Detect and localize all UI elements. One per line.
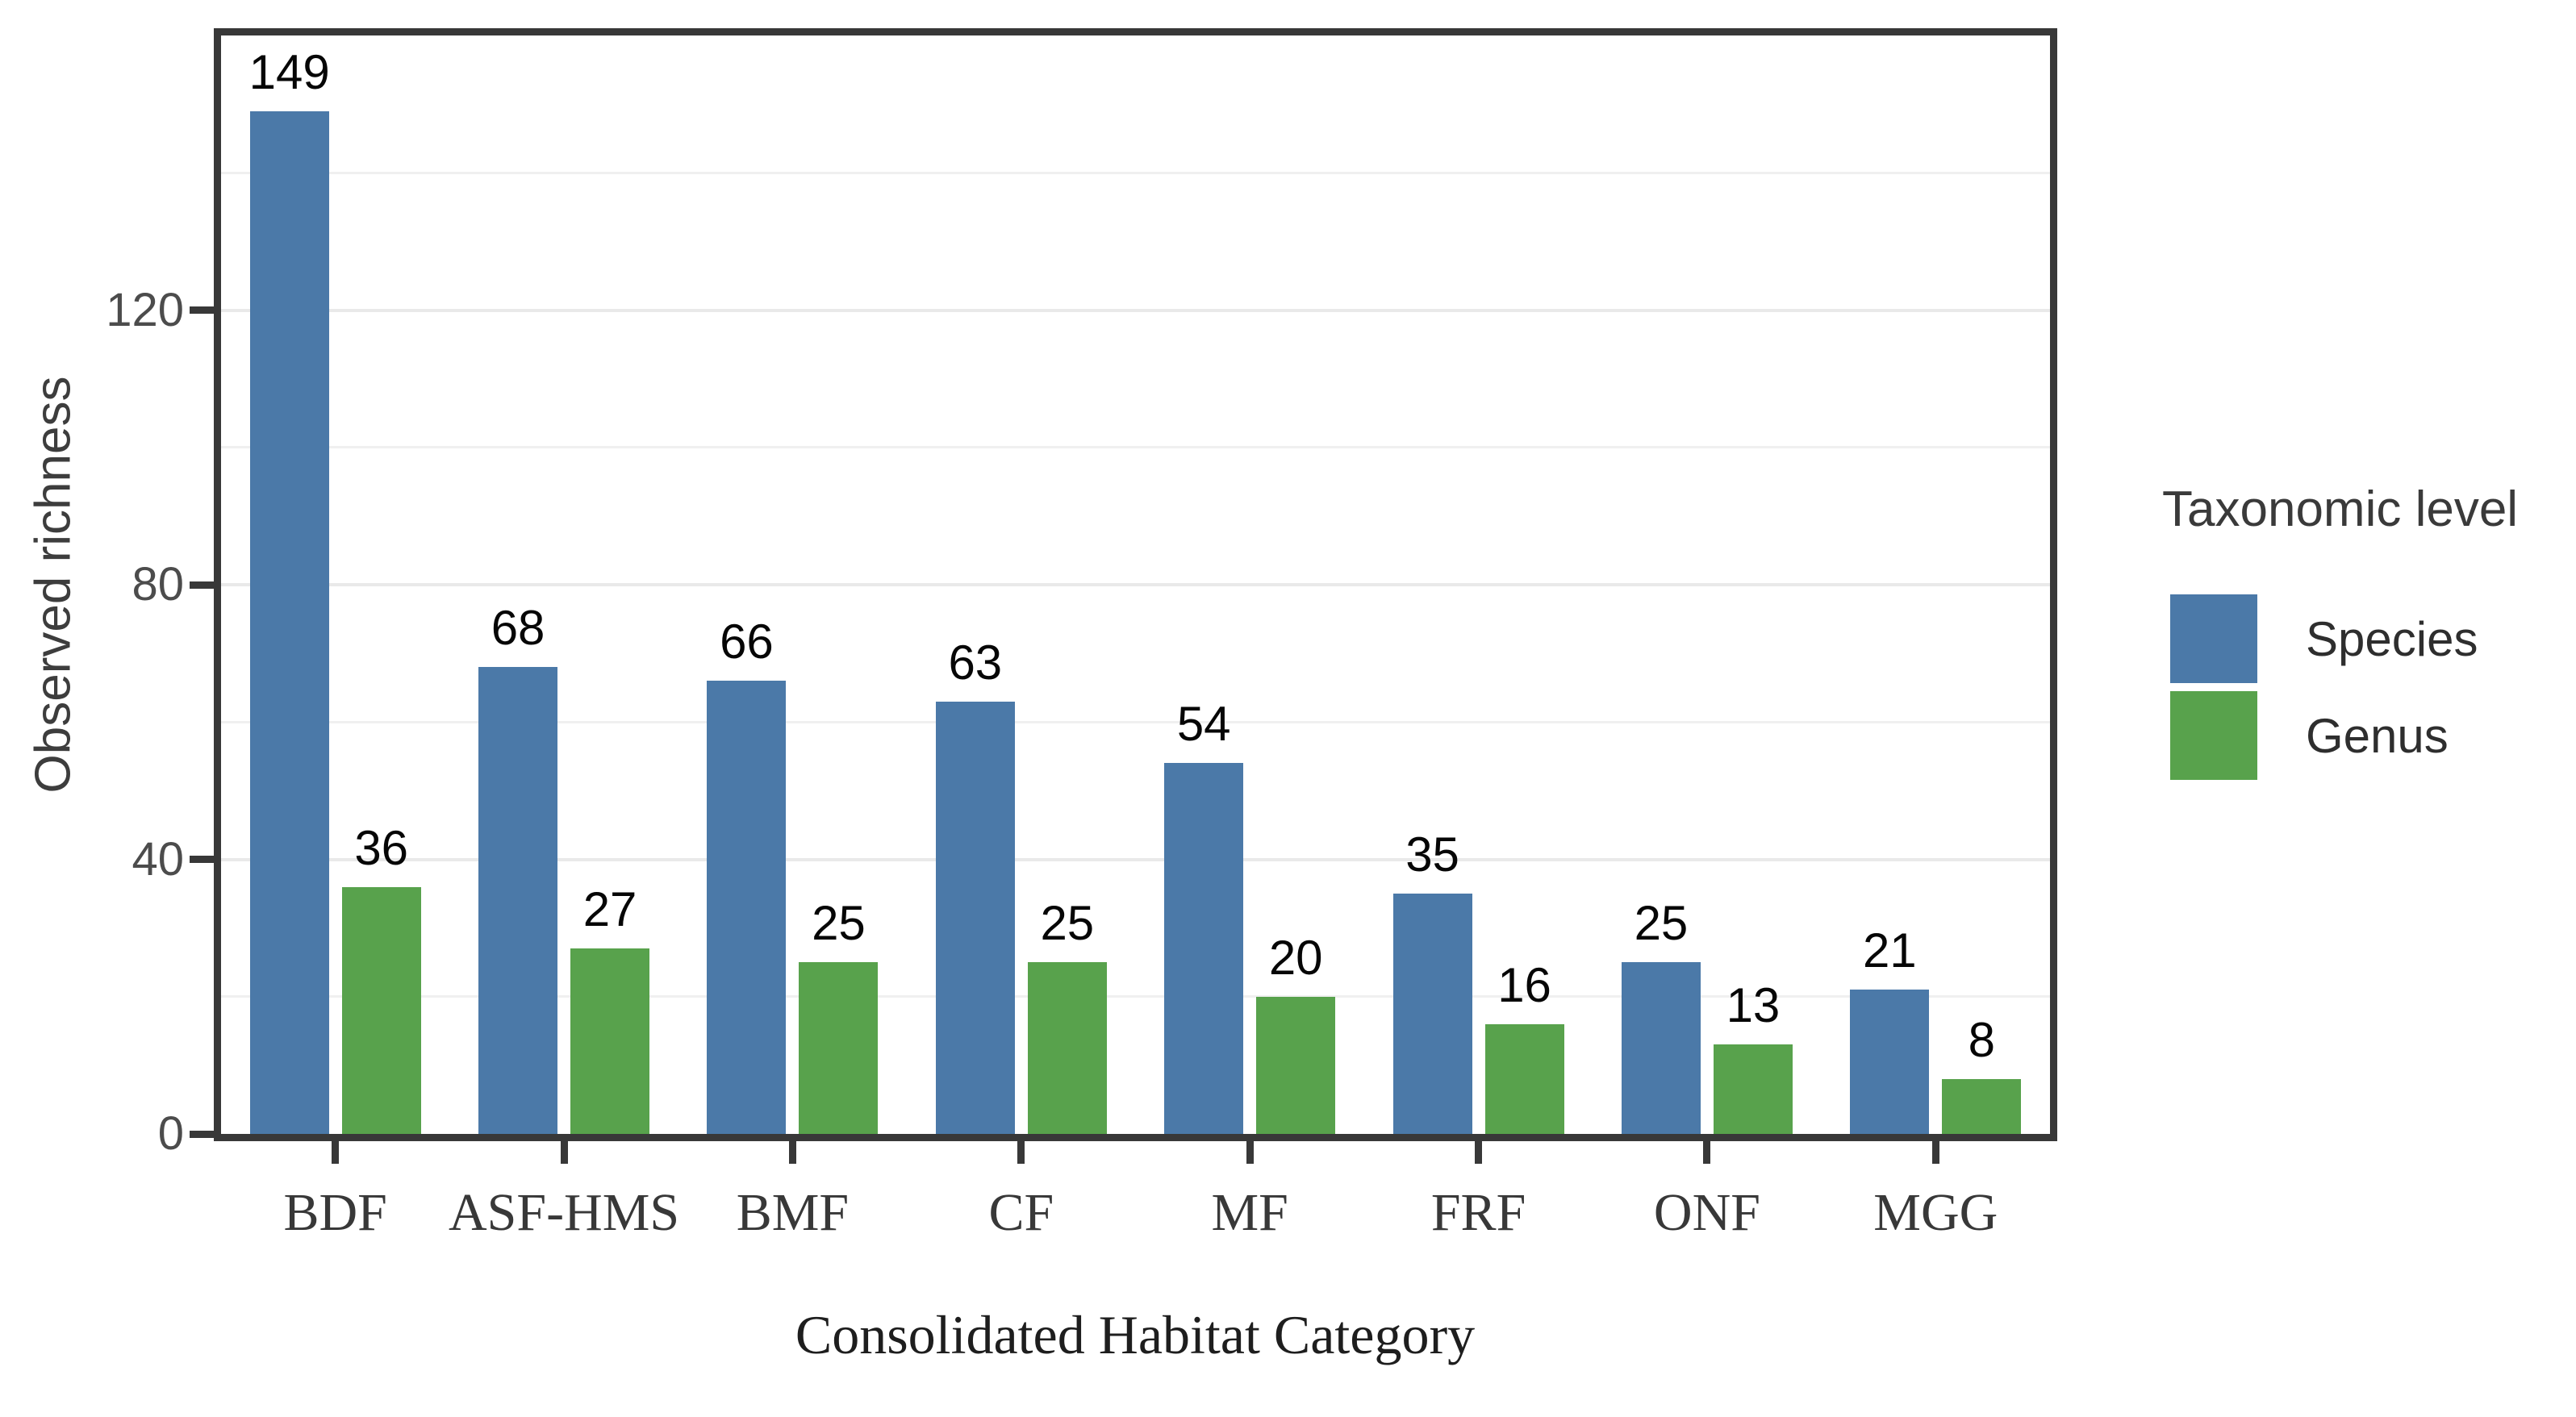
y-tick-mark-40 — [190, 856, 214, 863]
gridline-y-20 — [221, 995, 2050, 998]
y-tick-label-80: 80 — [132, 558, 184, 611]
bar-genus-BMF — [799, 962, 879, 1134]
x-tick-mark-ASF-HMS — [560, 1141, 568, 1164]
bar-species-FRF — [1392, 894, 1472, 1134]
bar-genus-MGG — [1942, 1078, 2022, 1134]
bar-species-ASF-HMS — [478, 667, 558, 1134]
bar-species-ONF — [1621, 962, 1701, 1134]
bar-value-label-genus-FRF: 16 — [1497, 957, 1551, 1012]
x-category-label-MF: MF — [1211, 1183, 1288, 1242]
y-tick-mark-120 — [190, 306, 214, 314]
x-tick-mark-BMF — [788, 1141, 796, 1164]
legend-item-genus: Genus — [2162, 691, 2518, 780]
bar-value-label-species-FRF: 35 — [1405, 827, 1459, 882]
y-tick-mark-80 — [190, 581, 214, 589]
gridline-y-100 — [221, 446, 2050, 449]
x-category-label-ONF: ONF — [1653, 1183, 1760, 1242]
gridline-y-80 — [221, 583, 2050, 586]
bar-value-label-genus-BMF: 25 — [812, 896, 866, 951]
bar-value-label-species-BMF: 66 — [720, 615, 774, 669]
x-category-label-MGG: MGG — [1873, 1183, 1998, 1242]
x-tick-mark-FRF — [1475, 1141, 1483, 1164]
bar-species-MGG — [1850, 990, 1930, 1134]
bar-genus-BDF — [341, 886, 421, 1134]
bar-value-label-species-ONF: 25 — [1634, 896, 1689, 951]
bar-value-label-genus-MF: 20 — [1268, 930, 1323, 985]
bar-value-label-species-BDF: 149 — [248, 44, 330, 99]
bar-value-label-genus-ONF: 13 — [1726, 978, 1781, 1033]
legend-item-species: Species — [2162, 594, 2518, 683]
bar-value-label-species-CF: 63 — [948, 635, 1003, 690]
bar-value-label-species-MF: 54 — [1176, 697, 1231, 752]
x-category-label-ASF-HMS: ASF-HMS — [449, 1183, 680, 1242]
y-tick-label-40: 40 — [132, 832, 184, 886]
bar-value-label-genus-ASF-HMS: 27 — [582, 882, 637, 937]
x-tick-mark-MGG — [1931, 1141, 1939, 1164]
legend-label-genus: Genus — [2306, 708, 2449, 763]
legend-swatch-genus-icon — [2170, 691, 2257, 780]
bar-genus-ASF-HMS — [570, 948, 650, 1134]
gridline-y-40 — [221, 857, 2050, 861]
gridline-y-140 — [221, 171, 2050, 174]
bar-species-MF — [1164, 763, 1244, 1134]
plot-panel: 149 36 68 27 66 25 63 25 54 20 35 16 25 13 21 8 — [214, 28, 2057, 1141]
bar-value-label-species-MGG: 21 — [1862, 923, 1917, 978]
gridline-y-120 — [221, 308, 2050, 312]
bar-genus-MF — [1256, 996, 1336, 1134]
bar-value-label-genus-BDF: 36 — [354, 820, 409, 875]
legend: Taxonomic level Species Genus — [2162, 481, 2518, 788]
x-category-label-BDF: BDF — [283, 1183, 387, 1242]
bar-genus-FRF — [1484, 1023, 1564, 1134]
bar-species-CF — [935, 701, 1015, 1134]
bar-value-label-genus-MGG: 8 — [1968, 1012, 1995, 1067]
gridline-y-60 — [221, 720, 2050, 723]
legend-label-species: Species — [2306, 611, 2478, 666]
x-tick-mark-CF — [1017, 1141, 1025, 1164]
plot-area: 149 36 68 27 66 25 63 25 54 20 35 16 25 13 21 8 — [221, 35, 2050, 1134]
y-tick-label-120: 120 — [106, 283, 184, 336]
bar-value-label-genus-CF: 25 — [1040, 896, 1095, 951]
x-axis-title: Consolidated Habitat Category — [795, 1304, 1476, 1365]
legend-swatch-species-icon — [2170, 594, 2257, 683]
y-tick-label-0: 0 — [157, 1107, 184, 1160]
bar-genus-ONF — [1713, 1044, 1793, 1134]
bar-value-label-species-ASF-HMS: 68 — [491, 601, 545, 656]
x-tick-mark-BDF — [332, 1141, 340, 1164]
legend-title: Taxonomic level — [2162, 481, 2519, 537]
x-category-label-FRF: FRF — [1430, 1183, 1526, 1242]
y-tick-mark-0 — [190, 1130, 214, 1138]
bar-genus-CF — [1027, 962, 1107, 1134]
x-tick-mark-ONF — [1703, 1141, 1711, 1164]
x-category-label-CF: CF — [988, 1183, 1054, 1242]
x-tick-mark-MF — [1246, 1141, 1254, 1164]
bar-species-BMF — [707, 681, 787, 1134]
bar-species-BDF — [249, 110, 329, 1134]
x-category-label-BMF: BMF — [736, 1183, 850, 1242]
